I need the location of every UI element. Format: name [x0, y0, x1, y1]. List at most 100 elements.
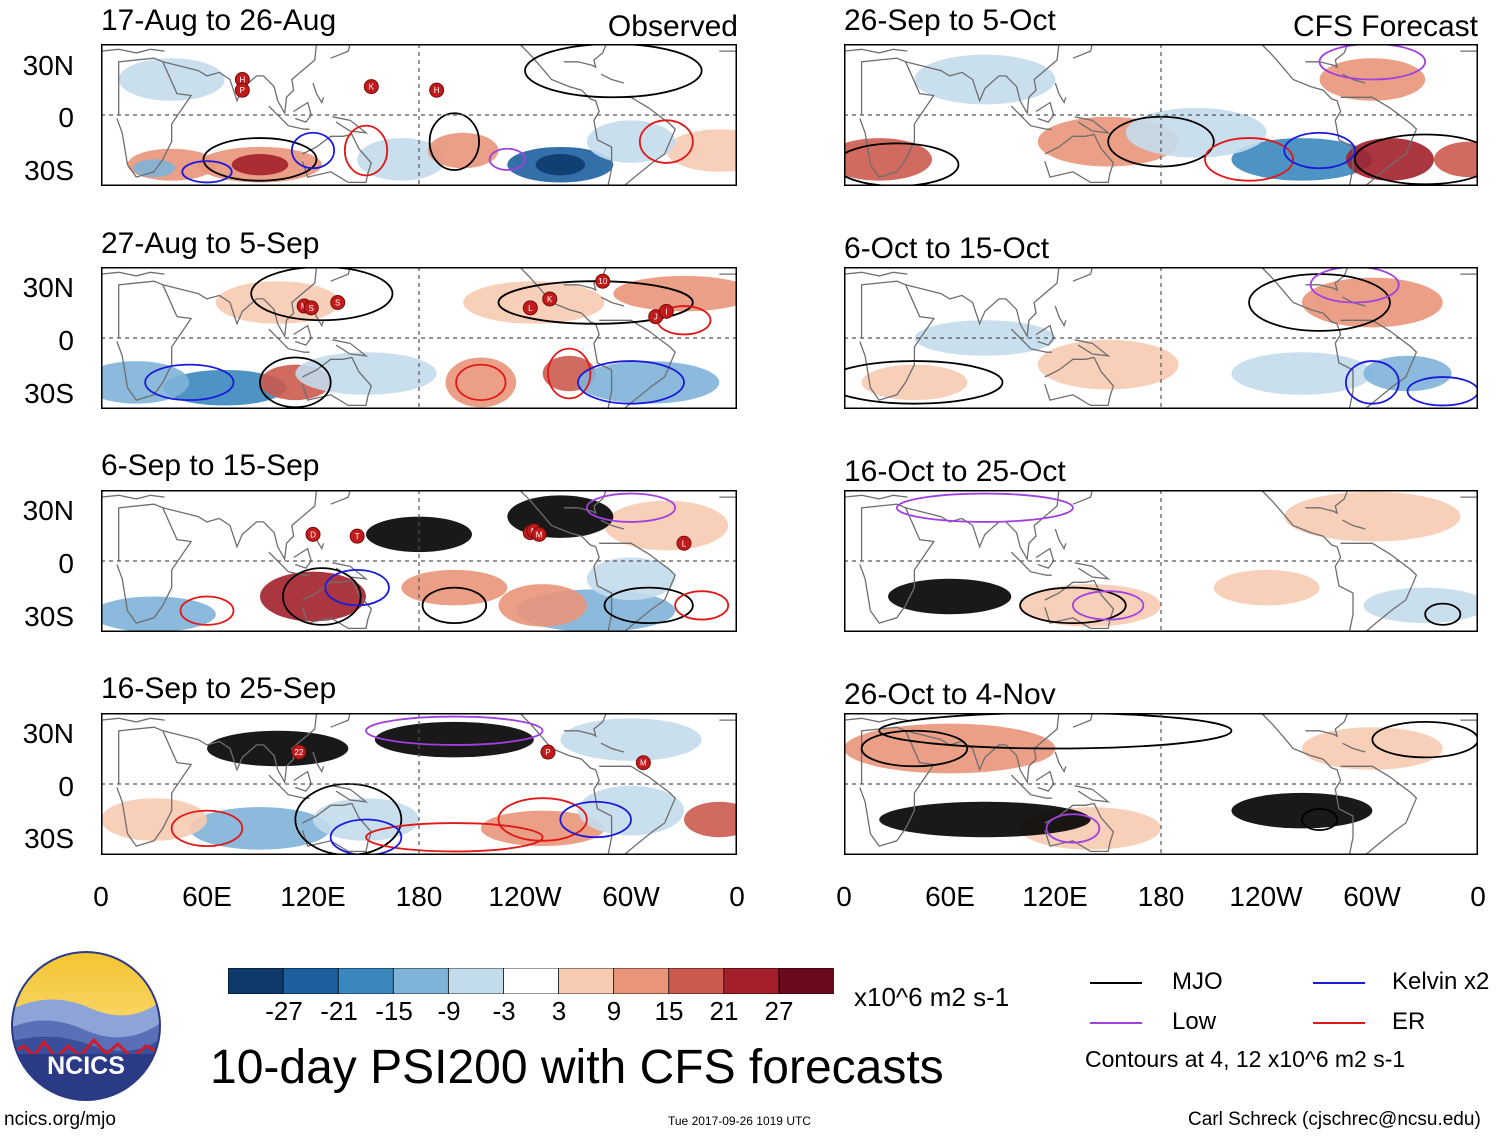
colorbar-tick: 27 [764, 996, 794, 1026]
map-panel-observed-3: DTONML [101, 490, 737, 632]
anomaly-shading [118, 58, 225, 101]
wave-contour [547, 347, 592, 400]
anomaly-shading [374, 721, 534, 758]
anomaly-shading [604, 500, 729, 551]
panel-frame [844, 44, 1478, 186]
tropical-cyclone-marker: 22 [291, 744, 307, 760]
anomaly-shading [231, 154, 289, 176]
panel-title-fcst-4: 26-Oct to 4-Nov [844, 678, 1056, 711]
figure-title: 10-day PSI200 with CFS forecasts [210, 1041, 944, 1094]
map-panel-observed-1: HP K H [101, 44, 737, 186]
tropical-cyclone-marker: M [531, 526, 547, 542]
lat-label-30s: 30S [24, 823, 74, 854]
svg-text:S: S [335, 299, 340, 308]
colorbar-swatch [337, 968, 395, 994]
anomaly-shading [879, 801, 1091, 838]
wave-contour [365, 822, 544, 853]
wave-contour [895, 492, 1074, 523]
anomaly-shading [132, 159, 176, 178]
panel-frame [844, 713, 1478, 855]
wave-contour [324, 568, 390, 607]
coastlines [101, 44, 737, 186]
lat-label-30n: 30N [22, 272, 74, 303]
wave-contour [290, 131, 336, 170]
wave-contour [343, 124, 389, 177]
anomaly-shading [1231, 138, 1373, 181]
wave-contour [428, 112, 480, 171]
wave-contour [181, 160, 233, 184]
svg-text:K: K [547, 295, 553, 304]
wave-contour [638, 119, 694, 164]
wave-contour [844, 360, 1004, 405]
wave-contour [497, 797, 588, 842]
anomaly-shading [1345, 138, 1434, 181]
anomaly-shading [498, 584, 587, 627]
lon-label: 120W [1229, 881, 1303, 912]
lat-label-30s: 30S [24, 378, 74, 409]
colorbar-tick: 15 [654, 996, 684, 1026]
wave-contour [259, 356, 332, 409]
tropical-cyclone-marker: 10 [595, 273, 611, 289]
wave-contour [1045, 813, 1101, 844]
anomaly-shading [914, 54, 1056, 105]
panel-title-obs-1: 17-Aug to 26-Aug [101, 4, 337, 37]
anomaly-shading [560, 718, 702, 761]
wave-contour [202, 137, 318, 182]
tropical-cyclone-marker: K [363, 79, 379, 95]
legend-line-er [1313, 1022, 1365, 1024]
map-panel-observed-4: 22 P M [101, 713, 737, 855]
anomaly-shading [586, 120, 676, 163]
lon-label: 60E [182, 881, 232, 912]
footer-url[interactable]: ncics.org/mjo [4, 1109, 116, 1130]
colorbar-tick: -3 [492, 996, 516, 1026]
anomaly-shading [295, 352, 437, 395]
anomaly-shading [1213, 569, 1320, 606]
colorbar-swatch [392, 968, 450, 994]
colorbar-swatch [282, 968, 340, 994]
wave-contour [1019, 586, 1127, 625]
wave-contour [250, 267, 394, 322]
tropical-cyclone-marker: D [305, 526, 321, 542]
tropical-cyclone-marker: I [658, 303, 674, 319]
wave-contour [1283, 131, 1356, 170]
lat-label-30n: 30N [22, 50, 74, 81]
lon-label: 120W [488, 881, 562, 912]
svg-text:H: H [239, 76, 245, 85]
colorbar-tick: 3 [551, 996, 567, 1026]
tropical-cyclone-marker: T [349, 528, 365, 544]
lon-label: 180 [395, 881, 443, 912]
wave-contour [1309, 267, 1400, 304]
wave-contour [488, 147, 526, 171]
wave-contour [1371, 720, 1478, 759]
colorbar-swatch [228, 968, 284, 994]
panel-frame [844, 490, 1478, 632]
panel-title-obs-4: 16-Sep to 25-Sep [101, 672, 337, 705]
wave-contour [455, 363, 507, 402]
tropical-cyclone-marker: S [330, 295, 346, 310]
wave-contour [860, 729, 969, 768]
lat-label-eq: 0 [58, 325, 74, 356]
svg-text:10: 10 [598, 277, 607, 286]
wave-contour [603, 586, 694, 625]
panel-frame [101, 713, 737, 855]
wave-contour [144, 363, 235, 402]
svg-text:H: H [434, 86, 440, 95]
anomaly-shading [1125, 107, 1267, 158]
svg-text:I: I [665, 307, 667, 316]
legend-label-er: ER [1392, 1008, 1426, 1035]
lat-label-eq: 0 [58, 548, 74, 579]
svg-text:K: K [369, 83, 375, 92]
wave-contour [421, 586, 488, 625]
colorbar-tick: -21 [320, 996, 358, 1026]
svg-text:S: S [309, 304, 314, 313]
wave-contour [170, 809, 244, 848]
wave-contour [559, 800, 632, 839]
anomaly-shading [535, 154, 586, 176]
lon-label: 120E [1022, 881, 1088, 912]
svg-text:T: T [355, 532, 360, 541]
wave-contour [282, 567, 362, 626]
anomaly-shading [861, 364, 968, 401]
map-panel-forecast-4 [844, 713, 1478, 855]
tropical-cyclone-marker: L [676, 535, 692, 551]
lat-label-30n: 30N [22, 718, 74, 749]
